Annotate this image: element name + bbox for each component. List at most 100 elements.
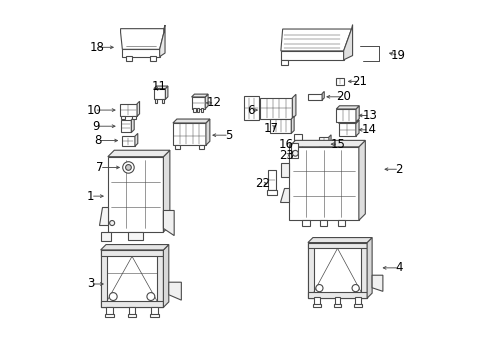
Text: 9: 9: [93, 120, 100, 133]
Polygon shape: [291, 116, 294, 134]
Text: 17: 17: [263, 122, 278, 135]
Polygon shape: [169, 282, 181, 300]
Circle shape: [109, 293, 117, 301]
Bar: [157, 250, 164, 307]
Polygon shape: [281, 163, 289, 177]
Bar: [308, 292, 367, 298]
Bar: [291, 143, 298, 158]
Text: 15: 15: [331, 138, 345, 150]
Text: 8: 8: [94, 134, 101, 147]
Polygon shape: [131, 117, 134, 132]
Bar: [308, 243, 367, 248]
Polygon shape: [356, 120, 359, 136]
Text: 5: 5: [225, 129, 233, 142]
Bar: [313, 304, 321, 307]
Bar: [175, 145, 180, 149]
Polygon shape: [206, 119, 210, 145]
Polygon shape: [154, 86, 168, 89]
Polygon shape: [293, 94, 296, 119]
Text: 18: 18: [90, 41, 104, 54]
Polygon shape: [99, 207, 108, 225]
Polygon shape: [100, 232, 111, 241]
Polygon shape: [359, 140, 366, 220]
Bar: [154, 89, 166, 99]
Polygon shape: [336, 106, 359, 109]
Polygon shape: [289, 147, 359, 220]
Polygon shape: [356, 106, 359, 122]
Polygon shape: [137, 101, 140, 116]
Text: 3: 3: [87, 278, 95, 291]
Polygon shape: [121, 29, 164, 49]
Text: 22: 22: [255, 177, 270, 190]
Bar: [336, 109, 356, 122]
Bar: [260, 98, 293, 119]
Bar: [128, 314, 136, 318]
Polygon shape: [367, 238, 372, 298]
Bar: [173, 123, 206, 145]
Text: 20: 20: [336, 90, 351, 103]
Bar: [296, 148, 299, 152]
Text: 16: 16: [279, 138, 294, 150]
Bar: [150, 314, 159, 318]
Bar: [120, 104, 137, 116]
Polygon shape: [100, 250, 164, 307]
Bar: [121, 120, 131, 132]
Bar: [129, 307, 135, 315]
Polygon shape: [173, 119, 210, 123]
Bar: [319, 137, 329, 145]
Bar: [335, 297, 341, 305]
Text: 14: 14: [361, 123, 376, 136]
Polygon shape: [339, 120, 359, 123]
Circle shape: [293, 150, 298, 156]
Bar: [197, 108, 199, 112]
Circle shape: [110, 221, 115, 226]
Bar: [336, 78, 344, 85]
Bar: [106, 307, 113, 315]
Bar: [314, 297, 320, 305]
Polygon shape: [329, 135, 331, 145]
Bar: [281, 60, 288, 64]
Bar: [244, 96, 259, 121]
Bar: [126, 56, 132, 61]
Polygon shape: [160, 25, 165, 57]
Bar: [267, 190, 277, 195]
Bar: [192, 97, 205, 109]
Bar: [308, 243, 314, 298]
Text: 19: 19: [391, 49, 406, 62]
Polygon shape: [135, 134, 138, 146]
Bar: [122, 49, 160, 57]
Polygon shape: [343, 25, 353, 60]
Bar: [269, 170, 276, 190]
Polygon shape: [289, 140, 366, 147]
Bar: [132, 116, 136, 119]
Text: 21: 21: [352, 75, 368, 88]
Polygon shape: [164, 211, 174, 235]
Bar: [361, 243, 367, 298]
Circle shape: [352, 284, 359, 292]
Polygon shape: [308, 243, 367, 298]
Bar: [150, 56, 156, 61]
Bar: [355, 297, 361, 305]
Circle shape: [125, 165, 131, 170]
Polygon shape: [192, 94, 208, 97]
Text: 12: 12: [207, 96, 222, 109]
Text: 13: 13: [363, 109, 377, 122]
Bar: [151, 307, 158, 315]
Text: 6: 6: [246, 104, 254, 117]
Bar: [338, 220, 345, 226]
Polygon shape: [308, 238, 372, 243]
Bar: [334, 304, 342, 307]
Bar: [105, 314, 114, 318]
Bar: [122, 136, 135, 146]
Text: 23: 23: [279, 149, 294, 162]
Bar: [100, 301, 164, 307]
Text: 2: 2: [395, 163, 403, 176]
Bar: [302, 220, 310, 226]
Bar: [320, 220, 327, 226]
Circle shape: [316, 284, 323, 292]
Polygon shape: [128, 232, 143, 240]
Bar: [155, 99, 157, 103]
Polygon shape: [205, 94, 208, 109]
Bar: [354, 304, 362, 307]
Bar: [281, 51, 343, 60]
